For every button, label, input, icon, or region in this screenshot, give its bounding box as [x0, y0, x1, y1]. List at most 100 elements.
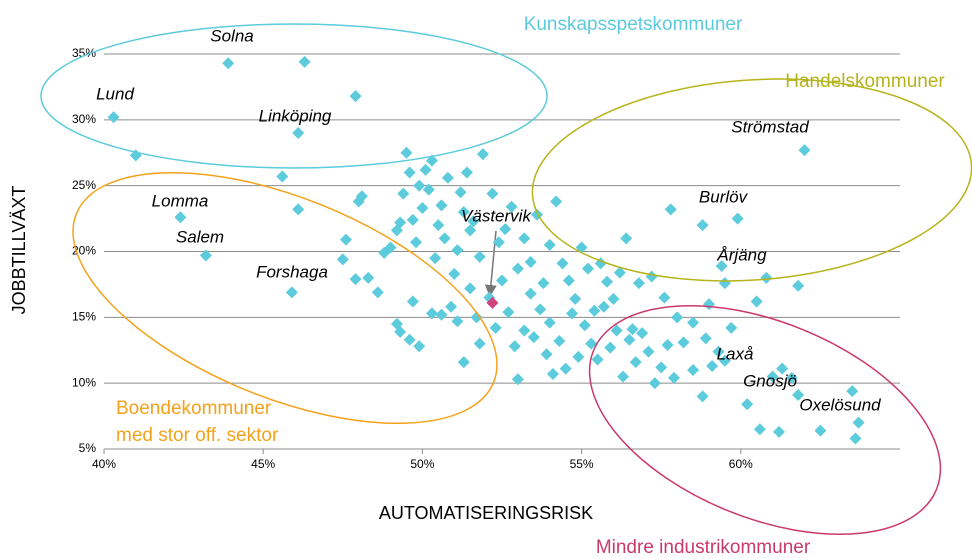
x-tick-label: 60% [729, 457, 753, 471]
point [607, 292, 620, 305]
point [648, 377, 661, 390]
point-label: Lomma [152, 191, 209, 210]
point [636, 327, 649, 340]
point [429, 252, 442, 265]
point [629, 356, 642, 369]
point [664, 203, 677, 216]
point [623, 333, 636, 346]
point [448, 267, 461, 280]
point [658, 291, 671, 304]
region-ellipse [531, 78, 972, 282]
point [298, 55, 311, 68]
point [569, 292, 582, 305]
point [566, 307, 579, 320]
point [718, 277, 731, 290]
point [671, 311, 684, 324]
point [661, 338, 674, 351]
point-label: Linköping [259, 106, 332, 125]
point [527, 331, 540, 344]
y-tick-label: 10% [72, 375, 96, 389]
point [422, 183, 435, 196]
point [718, 354, 731, 367]
point [687, 364, 700, 376]
point [581, 262, 594, 275]
point-label: Gnosjö [743, 371, 797, 390]
point [397, 187, 410, 200]
point [339, 233, 352, 246]
point [792, 389, 805, 402]
point [451, 315, 464, 328]
point [725, 321, 738, 334]
point [371, 286, 384, 299]
y-tick-label: 15% [72, 310, 96, 324]
x-axis-title: AUTOMATISERINGSRISK [379, 503, 593, 523]
point [413, 179, 426, 192]
point [597, 300, 610, 313]
point [760, 271, 773, 284]
point [610, 324, 623, 337]
y-tick-label: 25% [72, 178, 96, 192]
point [613, 266, 626, 279]
point [496, 274, 508, 287]
x-tick-label: 50% [410, 457, 434, 471]
point [413, 340, 426, 353]
point [473, 337, 486, 350]
point [667, 371, 680, 384]
point [499, 223, 512, 236]
point [524, 256, 537, 269]
point [731, 212, 744, 225]
point [199, 249, 212, 262]
y-axis-title: JOBBTILLVÄXT [9, 186, 29, 315]
point [438, 232, 451, 245]
point [773, 425, 786, 438]
point [445, 300, 458, 313]
point [451, 244, 464, 257]
x-tick-label: 40% [92, 457, 116, 471]
region-ellipse [72, 171, 498, 425]
point [276, 170, 289, 183]
point [467, 215, 480, 228]
point-label: Lund [96, 84, 134, 103]
point [559, 362, 572, 375]
point [505, 200, 518, 213]
point [699, 332, 712, 345]
point [394, 325, 407, 338]
point [655, 361, 668, 374]
point-label: Solna [210, 26, 253, 45]
point [384, 241, 397, 254]
point [849, 432, 862, 445]
point [696, 390, 709, 403]
point [457, 206, 470, 218]
point [518, 324, 531, 337]
point [543, 238, 556, 251]
point [336, 253, 349, 266]
point [464, 224, 477, 237]
point [591, 353, 604, 366]
point [604, 341, 617, 354]
point [435, 308, 448, 321]
point [543, 316, 556, 329]
point [419, 163, 432, 176]
point [553, 335, 566, 348]
point [502, 306, 515, 319]
point-label: Västervik [461, 206, 532, 225]
point [416, 202, 429, 215]
point [406, 213, 419, 226]
point-label: Salem [176, 227, 224, 246]
x-tick-label: 55% [570, 457, 594, 471]
point [706, 360, 719, 373]
point-label: Årjäng [716, 245, 767, 264]
point [814, 424, 827, 437]
point [696, 219, 709, 232]
point [457, 356, 470, 369]
point [677, 336, 690, 349]
region-ellipse [588, 304, 942, 536]
point [537, 277, 550, 290]
point [425, 307, 438, 320]
point [400, 146, 413, 159]
y-tick-label: 30% [72, 112, 96, 126]
point-label: Strömstad [731, 117, 809, 136]
region-label: Boendekommuner [116, 398, 272, 419]
point [741, 398, 754, 411]
